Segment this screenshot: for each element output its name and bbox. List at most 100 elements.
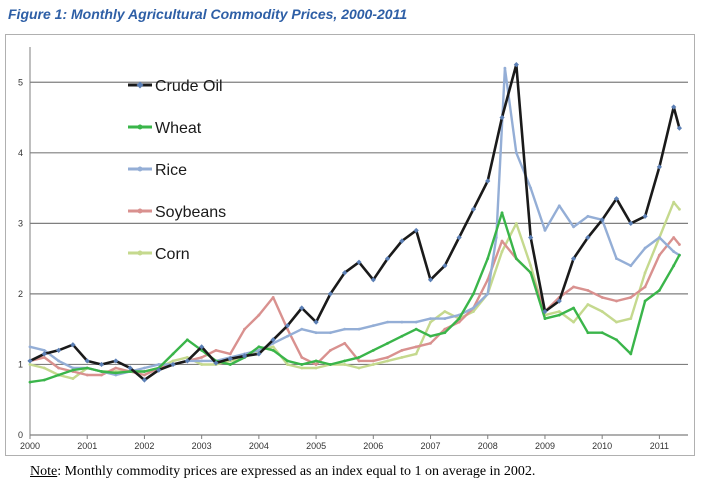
data-point-rice [514,151,518,155]
series-line-crude-oil [28,63,681,382]
data-point-rice [71,366,75,370]
data-point-crude-oil [385,256,391,262]
data-point-rice [143,366,146,370]
data-point-rice [114,373,118,377]
data-point-crude-oil [227,356,233,362]
data-point-crude-oil [628,220,634,226]
data-point-crude-oil [241,353,248,359]
data-point-soybeans [672,236,676,239]
data-point-soybeans [629,296,633,299]
data-point-wheat [185,338,189,342]
data-point-crude-oil [656,164,662,170]
data-point-wheat [472,292,475,296]
data-point-soybeans [400,348,404,352]
data-point-rice [286,334,289,338]
data-point-corn [371,363,375,366]
data-point-wheat [386,341,390,345]
data-point-crude-oil [199,344,205,350]
data-point-rice [257,348,261,352]
data-point-crude-oil [499,114,505,121]
data-point-soybeans [328,348,332,352]
data-point-wheat [57,373,61,377]
data-point-wheat [500,211,504,215]
data-point-wheat [114,371,118,375]
data-point-crude-oil [256,351,262,357]
data-point-rice [271,341,275,345]
data-point-rice [643,246,647,250]
data-point-rice [200,359,204,363]
data-point-wheat [543,317,547,320]
x-tick-label: 2006 [363,441,383,451]
data-point-corn [386,359,390,363]
data-point-crude-oil [556,298,562,304]
data-point-crude-oil [370,277,376,283]
data-point-soybeans [657,253,661,257]
data-point-rice [629,264,633,268]
data-point-rice [615,257,618,261]
data-point-rice [386,320,390,324]
data-point-crude-oil [127,365,133,371]
data-point-crude-oil [671,104,677,110]
data-point-wheat [414,327,418,331]
data-point-rice [429,317,432,320]
x-tick-label: 2011 [650,441,669,451]
legend-marker-rice [137,166,143,172]
data-point-soybeans [300,356,304,359]
data-point-crude-oil [599,217,605,223]
data-point-wheat [429,334,432,338]
data-point-wheat [71,368,75,372]
data-point-wheat [629,352,633,356]
series-line-rice [28,67,681,377]
data-point-crude-oil [27,358,33,364]
data-point-crude-oil [84,358,90,364]
data-point-corn [42,366,46,370]
series-line-corn [28,200,681,380]
data-point-wheat [343,359,347,363]
data-point-soybeans [143,373,146,377]
data-point-soybeans [200,356,204,359]
data-point-crude-oil [356,259,362,265]
data-point-soybeans [57,366,61,370]
data-point-corn [472,310,475,313]
data-point-corn [678,207,681,211]
note-label: Note [30,464,58,479]
data-point-soybeans [443,327,447,331]
data-point-wheat [443,331,447,335]
data-point-crude-oil [413,227,419,234]
data-point-wheat [228,363,232,366]
x-tick-label: 2005 [306,441,326,451]
data-point-crude-oil [270,337,276,343]
data-point-crude-oil [327,291,333,297]
data-point-wheat [586,331,590,335]
y-tick-label: 0 [18,430,23,440]
legend-label-corn: Corn [155,246,190,263]
data-point-crude-oil [570,256,577,262]
data-point-soybeans [414,345,418,349]
data-point-wheat [657,288,661,292]
data-point-corn [557,310,561,313]
data-point-corn [185,356,189,359]
data-point-corn [171,359,175,363]
data-point-crude-oil [184,358,190,364]
data-point-wheat [100,370,103,373]
data-point-soybeans [243,327,246,331]
data-point-wheat [200,348,204,352]
footnote: Note: Monthly commodity prices are expre… [30,464,535,480]
figure-title: Figure 1: Monthly Agricultural Commodity… [8,6,408,22]
data-point-corn [429,320,432,324]
data-point-rice [328,331,332,335]
data-point-corn [643,271,647,275]
data-point-rice [657,236,661,239]
data-point-wheat [557,313,561,317]
data-point-soybeans [486,278,490,282]
data-point-corn [414,352,418,356]
data-point-rice [503,66,507,70]
legend-label-crude-oil: Crude Oil [155,78,223,95]
data-point-wheat [257,345,261,349]
data-point-soybeans [42,356,46,359]
data-point-crude-oil [313,319,319,325]
data-point-wheat [171,352,175,356]
data-point-rice [314,331,318,335]
data-point-crude-oil [513,62,519,68]
data-point-rice [572,225,575,229]
